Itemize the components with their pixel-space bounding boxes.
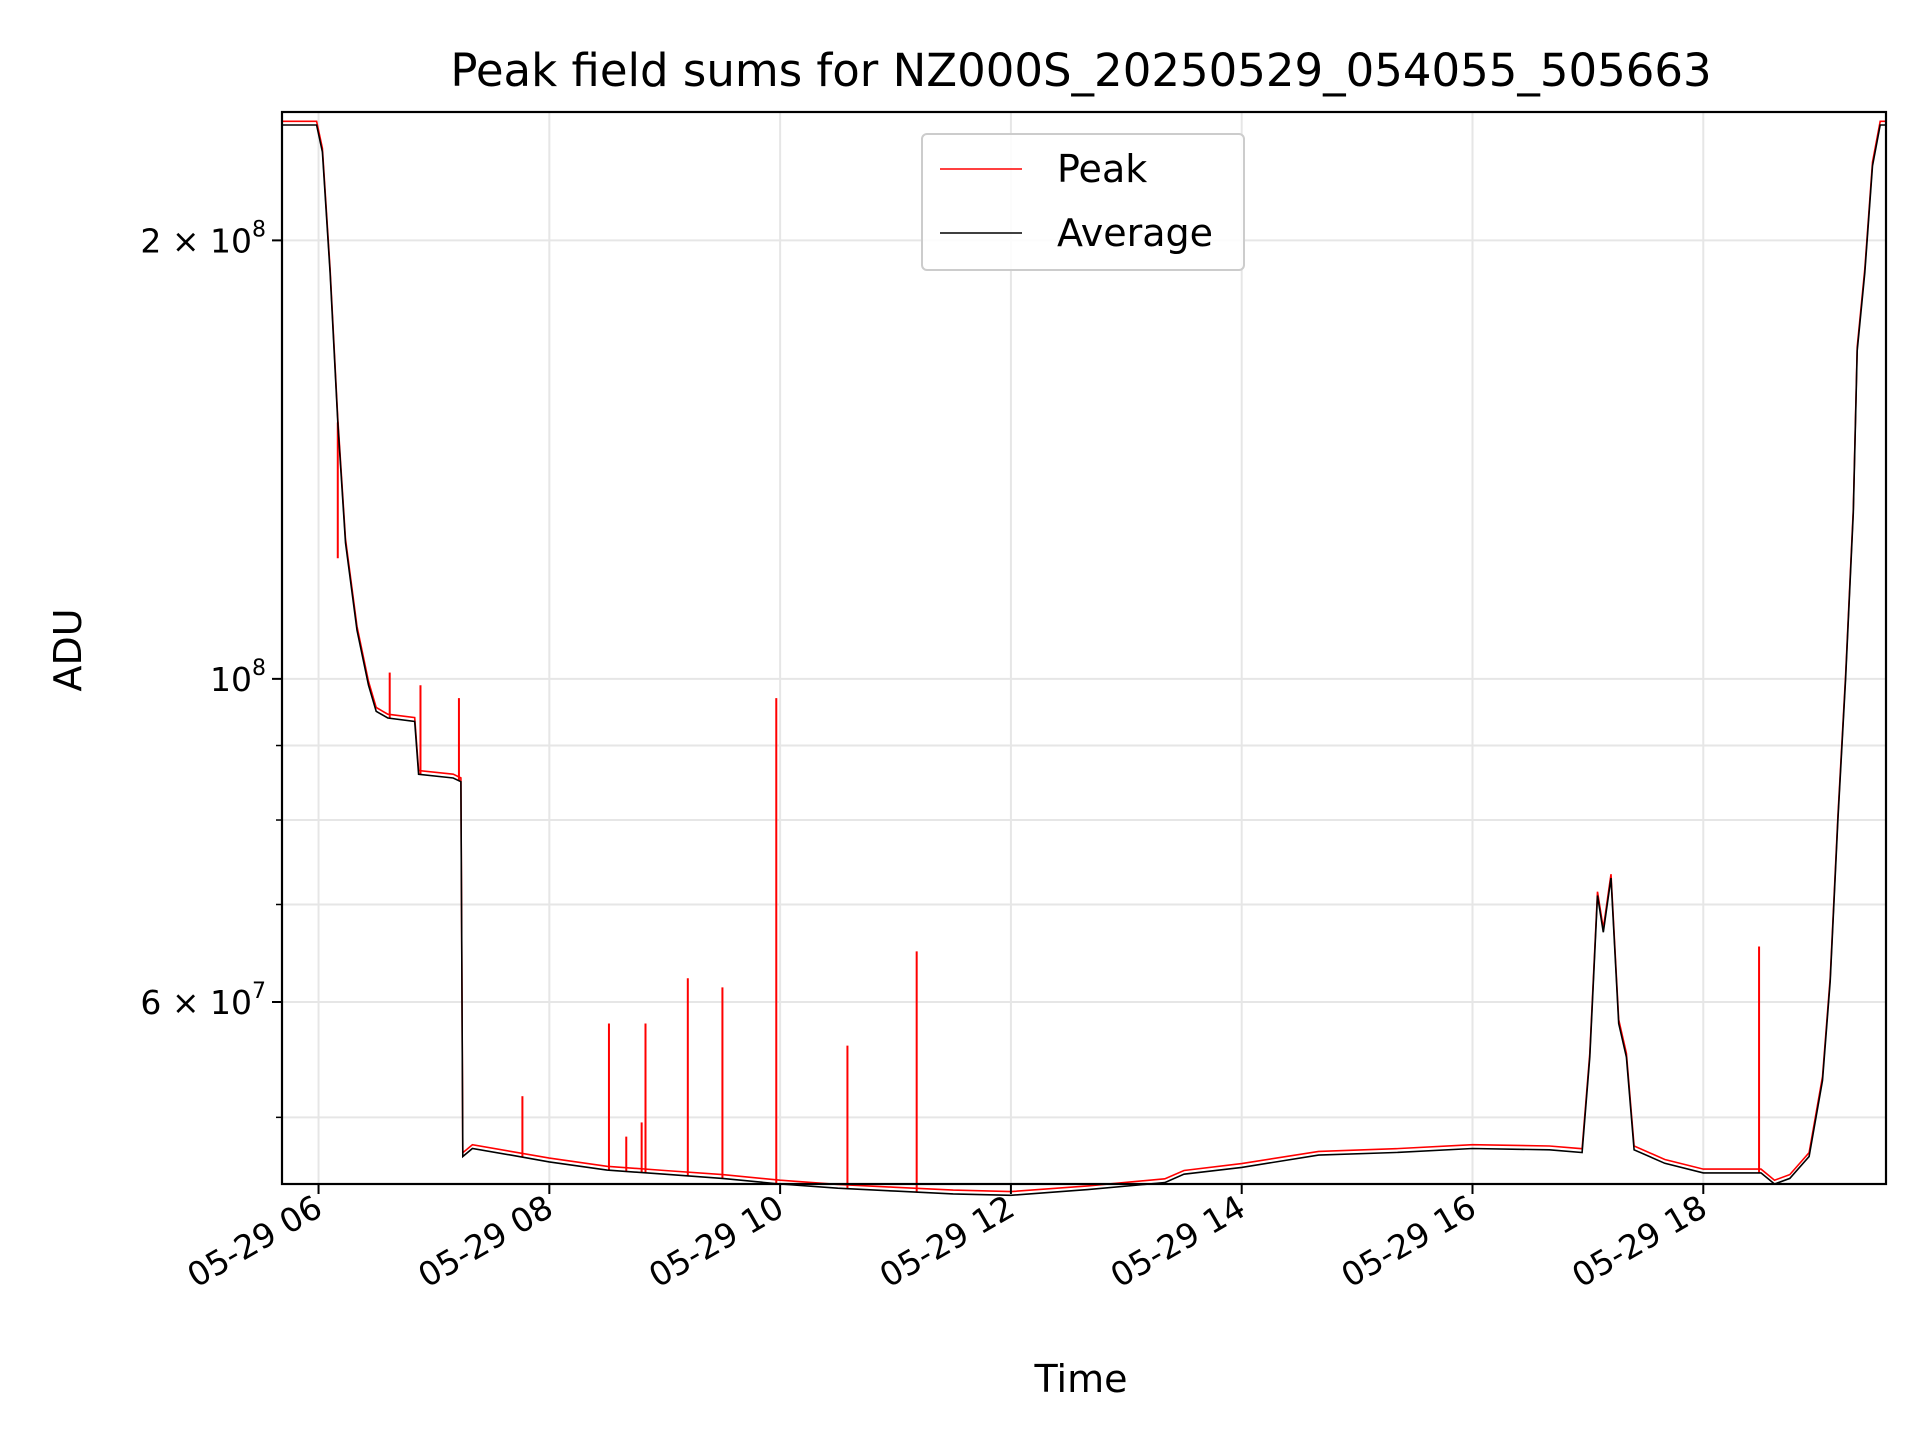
y-tick-label: 6 × 107 <box>140 979 266 1022</box>
series-average-line <box>282 124 1886 1197</box>
grid-layer <box>282 112 1886 1184</box>
legend: Peak Average <box>921 133 1245 271</box>
y-axis-label: ADU <box>46 608 90 691</box>
y-tick-label: 108 <box>210 656 266 699</box>
data-layer <box>282 120 1886 1197</box>
legend-peak-label: Peak <box>1057 147 1147 191</box>
chart-title: Peak field sums for NZ000S_20250529_0540… <box>450 44 1711 97</box>
plot-frame <box>280 110 1888 1186</box>
y-tick-label: 2 × 108 <box>140 217 266 260</box>
legend-box <box>921 133 1245 271</box>
legend-average-label: Average <box>1057 211 1213 255</box>
x-axis-label: Time <box>1034 1357 1128 1401</box>
